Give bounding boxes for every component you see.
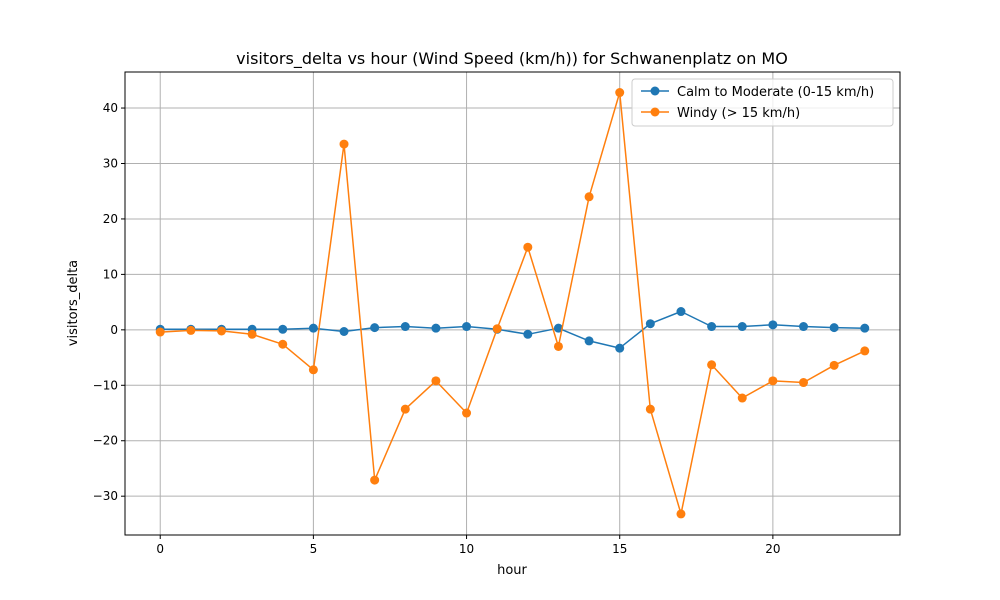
y-tick-label: 10: [103, 267, 118, 281]
y-tick-label: −10: [93, 378, 118, 392]
plot-frame: [124, 71, 901, 536]
y-tick-label: 40: [103, 101, 118, 115]
data-point-calm: [615, 343, 625, 353]
data-point-windy: [768, 376, 778, 386]
data-point-windy: [400, 404, 410, 414]
chart-title: visitors_delta vs hour (Wind Speed (km/h…: [236, 49, 788, 69]
data-point-windy: [492, 324, 502, 334]
data-point-windy: [584, 192, 594, 202]
data-point-windy: [155, 327, 165, 337]
data-point-windy: [707, 360, 717, 370]
y-tick-label: 30: [103, 156, 118, 170]
data-point-windy: [370, 475, 380, 485]
y-tick-label: −20: [93, 434, 118, 448]
data-point-windy: [523, 242, 533, 252]
legend-label-calm: Calm to Moderate (0-15 km/h): [677, 85, 874, 100]
data-point-calm: [523, 329, 533, 339]
data-point-windy: [216, 326, 226, 336]
data-point-calm: [829, 323, 839, 333]
data-point-calm: [308, 323, 318, 333]
data-point-calm: [676, 307, 686, 317]
legend: Calm to Moderate (0-15 km/h) Windy (> 15…: [631, 78, 894, 127]
x-tick-label: 15: [612, 542, 627, 556]
data-point-windy: [247, 329, 257, 339]
x-tick-label: 10: [459, 542, 474, 556]
y-axis-label: visitors_delta: [66, 260, 81, 346]
y-tick-label: 20: [103, 212, 118, 226]
data-point-calm: [553, 323, 563, 333]
data-point-windy: [799, 378, 809, 388]
data-point-calm: [768, 320, 778, 330]
series-line-calm: [160, 310, 865, 349]
legend-label-windy: Windy (> 15 km/h): [677, 106, 800, 121]
data-point-calm: [278, 324, 288, 334]
series-group: [155, 88, 870, 519]
data-point-calm: [431, 323, 441, 333]
data-point-windy: [553, 341, 563, 351]
y-tick-label: −30: [93, 489, 118, 503]
data-point-calm: [737, 322, 747, 332]
data-point-windy: [278, 339, 288, 349]
data-point-windy: [676, 509, 686, 519]
data-point-calm: [584, 336, 594, 346]
data-point-calm: [370, 323, 380, 333]
y-tick-label: 0: [110, 323, 118, 337]
data-point-windy: [186, 325, 196, 335]
data-point-calm: [707, 322, 717, 332]
x-tick-label: 20: [765, 542, 780, 556]
data-point-windy: [462, 408, 472, 418]
data-point-calm: [860, 323, 870, 333]
data-point-windy: [645, 404, 655, 414]
data-point-windy: [431, 376, 441, 386]
series-calm: [155, 307, 870, 353]
legend-box: [631, 78, 894, 127]
data-point-calm: [799, 322, 809, 332]
x-axis-label: hour: [497, 563, 527, 578]
series-windy: [155, 88, 870, 519]
legend-marker-windy: [650, 107, 660, 117]
data-point-calm: [339, 327, 349, 337]
data-point-windy: [339, 139, 349, 149]
data-point-windy: [737, 393, 747, 403]
x-tick-label: 0: [156, 542, 164, 556]
data-point-windy: [829, 360, 839, 370]
x-tick-label: 5: [310, 542, 318, 556]
data-point-calm: [400, 322, 410, 332]
legend-marker-calm: [650, 86, 660, 96]
ticks: 0 5 10 15 20 −30 −20 −10 0 10 20 30 40: [93, 101, 781, 556]
data-point-windy: [615, 88, 625, 98]
data-point-windy: [860, 346, 870, 356]
data-point-calm: [462, 322, 472, 332]
data-point-windy: [308, 365, 318, 375]
series-line-windy: [160, 91, 866, 515]
data-point-calm: [645, 319, 655, 329]
